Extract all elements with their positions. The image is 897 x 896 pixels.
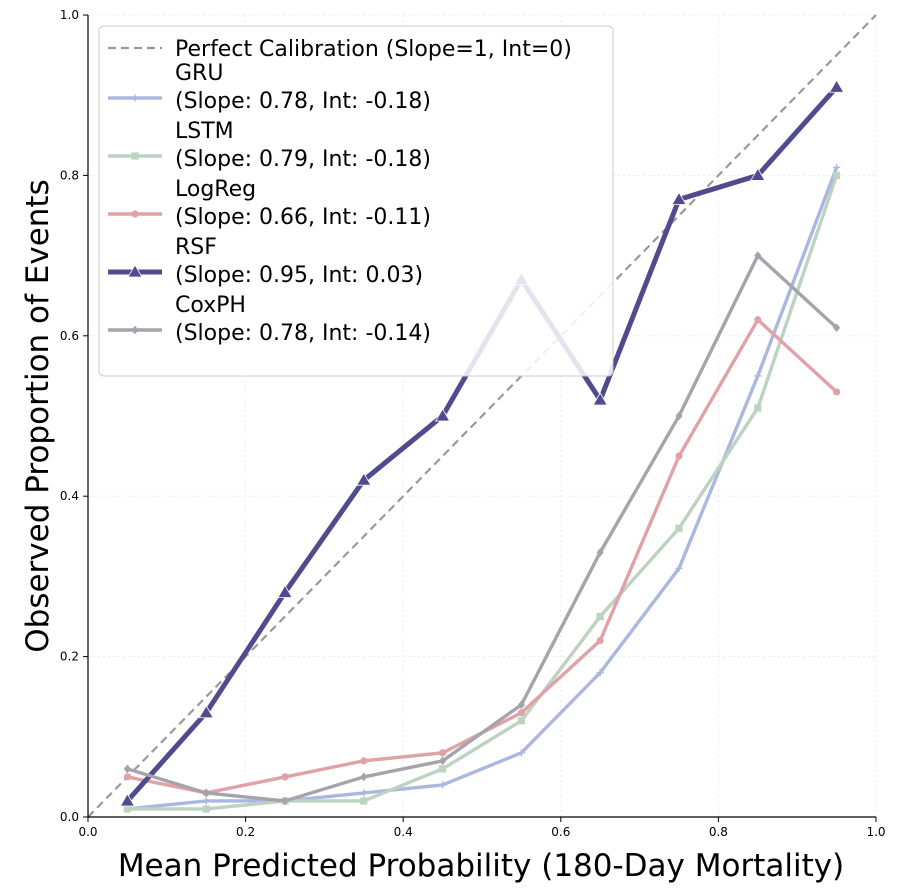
data-point-triangle xyxy=(127,264,143,278)
data-point-triangle xyxy=(277,584,293,598)
series-logreg xyxy=(123,316,841,797)
data-point-circle xyxy=(754,316,762,324)
data-point-circle xyxy=(675,452,683,460)
ticks: 0.0 0.2 0.4 0.6 0.8 1.0 0.0 0.2 0.4 0.6 0.8 1.0 xyxy=(60,8,886,839)
y-tick-label: 0.4 xyxy=(60,489,79,503)
data-point-square xyxy=(517,717,525,725)
series-coxph xyxy=(123,251,841,806)
legend-stats-rsf: (Slope: 0.95, Int: 0.03) xyxy=(175,263,423,288)
data-point-square xyxy=(596,612,604,621)
data-point-triangle xyxy=(828,79,845,93)
data-point-plus xyxy=(517,749,525,757)
data-point-diamond xyxy=(517,700,525,710)
data-point-triangle xyxy=(750,167,766,181)
data-point-square xyxy=(754,404,762,412)
data-point-diamond xyxy=(281,796,289,806)
data-point-square xyxy=(202,805,210,813)
y-tick-label: 0.0 xyxy=(60,810,79,824)
x-tick-label: 0.6 xyxy=(551,825,570,839)
legend-stats-coxph: (Slope: 0.78, Int: -0.14) xyxy=(175,321,431,346)
data-point-diamond xyxy=(596,547,604,557)
legend-label-logreg: LogReg xyxy=(175,177,256,202)
data-point-diamond xyxy=(675,411,683,421)
data-point-circle xyxy=(281,773,289,781)
y-tick-label: 0.6 xyxy=(60,329,79,343)
data-point-plus xyxy=(596,669,604,677)
y-tick-label: 0.2 xyxy=(60,650,79,664)
data-point-triangle xyxy=(198,704,214,719)
x-tick-label: 0.2 xyxy=(236,825,255,839)
data-point-triangle xyxy=(119,793,136,807)
data-point-circle xyxy=(439,749,447,757)
data-point-diamond xyxy=(202,788,210,798)
legend-entries: Perfect Calibration (Slope=1, Int=0)GRU (… xyxy=(108,37,572,346)
data-point-plus xyxy=(675,564,683,572)
legend-frame xyxy=(98,25,614,377)
data-point-circle xyxy=(833,388,841,396)
data-point-square xyxy=(675,524,683,532)
series-line-coxph xyxy=(126,252,838,803)
y-tick-label: 1.0 xyxy=(60,8,79,22)
data-point-diamond xyxy=(439,756,447,766)
data-point-plus xyxy=(202,797,210,805)
x-axis-title: Mean Predicted Probability (180-Day Mort… xyxy=(118,848,844,884)
legend-label-gru: GRU xyxy=(175,61,223,86)
data-point-triangle xyxy=(592,392,608,406)
reference-layer xyxy=(87,14,877,818)
data-point-plus xyxy=(439,781,447,789)
data-point-circle xyxy=(360,757,368,765)
data-point-diamond xyxy=(123,764,131,774)
x-tick-label: 0.8 xyxy=(709,825,728,839)
data-point-diamond xyxy=(131,325,139,335)
data-point-plus xyxy=(131,94,139,102)
series-line-lstm xyxy=(127,174,839,811)
x-tick-label: 1.0 xyxy=(866,825,885,839)
legend-stats-lstm: (Slope: 0.79, Int: -0.18) xyxy=(175,147,431,172)
data-point-triangle xyxy=(356,472,372,486)
data-point-circle xyxy=(131,210,139,218)
legend-stats-gru: (Slope: 0.78, Int: -0.18) xyxy=(175,89,431,114)
y-axis-title: Observed Proportion of Events xyxy=(20,179,56,653)
legend-label-lstm: LSTM xyxy=(175,119,234,144)
x-tick-label: 0.4 xyxy=(394,825,413,839)
data-point-plus xyxy=(754,372,762,380)
legend-stats-logreg: (Slope: 0.66, Int: -0.11) xyxy=(175,205,431,230)
data-point-plus xyxy=(833,163,841,171)
data-point-square xyxy=(833,171,841,179)
axes xyxy=(87,15,876,818)
data-point-square xyxy=(123,805,131,813)
data-point-plus xyxy=(360,789,368,797)
legend-label-reference: Perfect Calibration (Slope=1, Int=0) xyxy=(175,37,572,62)
y-tick-label: 0.8 xyxy=(60,168,79,182)
series-lstm xyxy=(123,171,841,813)
data-point-square xyxy=(360,797,368,805)
data-point-square xyxy=(439,765,447,773)
data-point-diamond xyxy=(360,772,368,782)
data-point-square xyxy=(131,152,139,160)
x-tick-label: 0.0 xyxy=(78,825,97,839)
data-point-diamond xyxy=(833,323,841,333)
series-line-logreg xyxy=(127,317,838,795)
data-point-circle xyxy=(517,709,526,717)
data-point-diamond xyxy=(754,251,762,260)
legend: Perfect Calibration (Slope=1, Int=0)GRU (… xyxy=(98,25,614,377)
data-point-circle xyxy=(123,773,131,781)
legend-label-coxph: CoxPH xyxy=(175,293,246,318)
reference-line-perfect-calibration xyxy=(87,14,877,818)
legend-label-rsf: RSF xyxy=(175,235,217,260)
data-point-triangle xyxy=(434,408,451,422)
series-line-gru xyxy=(127,166,839,811)
data-point-triangle xyxy=(671,191,687,205)
data-point-circle xyxy=(596,636,604,645)
